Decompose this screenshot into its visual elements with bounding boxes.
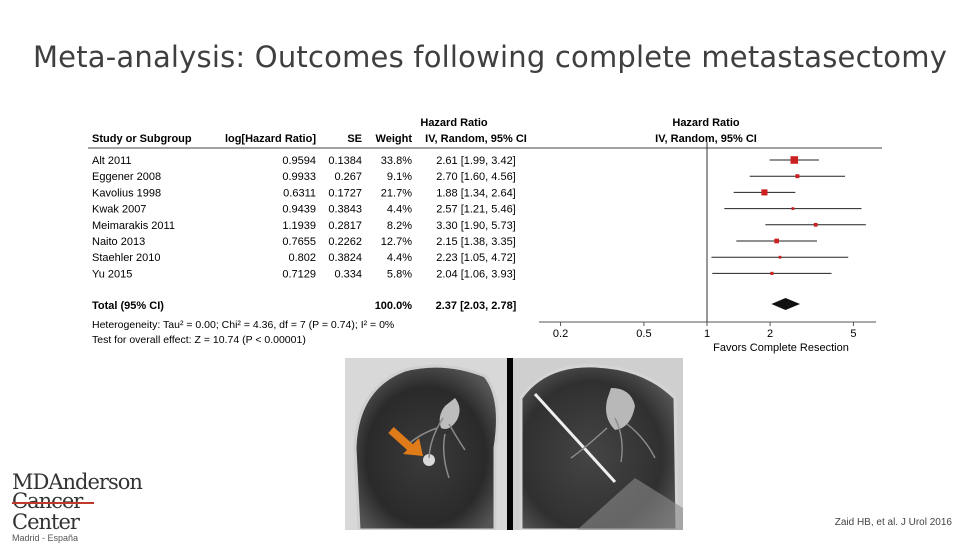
study-name: Meimarakis 2011 bbox=[92, 220, 175, 232]
md-anderson-logo: MDAnderson Cancer Center Madrid - España bbox=[12, 470, 152, 543]
study-name: Alt 2011 bbox=[92, 155, 132, 167]
axis-tick-label: 2 bbox=[767, 328, 773, 340]
study-ci: 2.23 [1.05, 4.72] bbox=[436, 252, 516, 264]
study-point bbox=[790, 156, 799, 164]
study-loghr: 0.9933 bbox=[282, 171, 316, 183]
citation: Zaid HB, et al. J Urol 2016 bbox=[834, 517, 952, 528]
study-se: 0.2262 bbox=[328, 236, 362, 248]
study-loghr: 0.7129 bbox=[282, 268, 316, 280]
pooled-diamond bbox=[771, 298, 801, 310]
study-weight: 8.2% bbox=[387, 220, 412, 232]
study-loghr: 0.802 bbox=[288, 252, 316, 264]
study-ci: 2.70 [1.60, 4.56] bbox=[436, 171, 516, 183]
study-ci: 2.04 [1.06, 3.93] bbox=[436, 268, 516, 280]
study-se: 0.3843 bbox=[328, 204, 362, 216]
study-rows: Alt 2011 0.9594 0.1384 33.8% 2.61 [1.99, 3.4… bbox=[92, 155, 516, 280]
arrow-icon bbox=[388, 427, 423, 456]
study-name: Staehler 2010 bbox=[92, 252, 161, 264]
total-weight: 100.0% bbox=[375, 300, 413, 312]
forest-header-hazard-ratio-left: Hazard Ratio bbox=[420, 117, 488, 129]
ct-scan-pair bbox=[345, 358, 683, 532]
study-point bbox=[791, 207, 795, 210]
col-weight: Weight bbox=[376, 133, 413, 145]
logo-line-2: Cancer Center bbox=[12, 489, 83, 534]
study-weight: 4.4% bbox=[387, 204, 412, 216]
total-label: Total (95% CI) bbox=[92, 300, 164, 312]
axis-tick-label: 0.5 bbox=[636, 328, 651, 340]
study-name: Kavolius 1998 bbox=[92, 187, 161, 199]
study-se: 0.3824 bbox=[328, 252, 362, 264]
axis-ticks: 0.2 0.5 1 2 5 bbox=[553, 322, 857, 340]
study-name: Eggener 2008 bbox=[92, 171, 161, 183]
study-weight: 5.8% bbox=[387, 268, 412, 280]
study-loghr: 1.1939 bbox=[282, 220, 316, 232]
study-point bbox=[795, 174, 800, 179]
study-loghr: 0.9439 bbox=[282, 204, 316, 216]
study-loghr: 0.9594 bbox=[282, 155, 316, 167]
logo-strike bbox=[12, 502, 94, 504]
study-weight: 12.7% bbox=[381, 236, 412, 248]
study-point bbox=[778, 255, 782, 259]
study-loghr: 0.7655 bbox=[282, 236, 316, 248]
axis-tick-label: 5 bbox=[850, 328, 856, 340]
study-name: Yu 2015 bbox=[92, 268, 132, 280]
logo-line-1: MDAnderson bbox=[12, 470, 143, 494]
study-se: 0.1384 bbox=[328, 155, 362, 167]
study-ci: 2.15 [1.38, 3.35] bbox=[436, 236, 516, 248]
x-axis-label: Favors Complete Resection bbox=[713, 342, 849, 354]
study-loghr: 0.6311 bbox=[283, 187, 316, 199]
study-weight: 9.1% bbox=[387, 171, 412, 183]
logo-subtitle: Madrid - España bbox=[12, 533, 79, 543]
col-study: Study or Subgroup bbox=[92, 133, 192, 145]
study-point bbox=[774, 238, 779, 244]
study-point bbox=[770, 271, 774, 275]
forest-plot: Hazard Ratio Hazard Ratio Study or Subgr… bbox=[88, 117, 882, 354]
study-se: 0.267 bbox=[334, 171, 362, 183]
col-se: SE bbox=[347, 133, 362, 145]
overall-effect-text: Test for overall effect: Z = 10.74 (P < … bbox=[92, 334, 306, 346]
forest-header-hazard-ratio-right: Hazard Ratio bbox=[672, 117, 740, 129]
study-se: 0.334 bbox=[334, 268, 362, 280]
ct-images bbox=[345, 358, 683, 532]
study-point bbox=[813, 222, 818, 227]
axis-tick-label: 1 bbox=[704, 328, 710, 340]
study-name: Naito 2013 bbox=[92, 236, 145, 248]
total-ci: 2.37 [2.03, 2.78] bbox=[436, 300, 517, 312]
study-weight: 21.7% bbox=[381, 187, 412, 199]
study-se: 0.2817 bbox=[328, 220, 362, 232]
ct-scan-left bbox=[345, 358, 507, 532]
study-name: Kwak 2007 bbox=[92, 204, 146, 216]
plot-marks bbox=[706, 142, 866, 322]
study-ci: 2.57 [1.21, 5.46] bbox=[436, 204, 516, 216]
study-point bbox=[761, 189, 768, 196]
study-se: 0.1727 bbox=[328, 187, 362, 199]
study-weight: 33.8% bbox=[381, 155, 412, 167]
study-ci: 3.30 [1.90, 5.73] bbox=[436, 220, 516, 232]
col-ci: IV, Random, 95% CI bbox=[425, 133, 527, 145]
study-weight: 4.4% bbox=[387, 252, 412, 264]
col-loghr: log[Hazard Ratio] bbox=[225, 133, 316, 145]
axis-tick-label: 0.2 bbox=[553, 328, 568, 340]
study-ci: 1.88 [1.34, 2.64] bbox=[436, 187, 516, 199]
col-ci-right: IV, Random, 95% CI bbox=[655, 133, 757, 145]
ct-scan-right bbox=[513, 358, 683, 532]
heterogeneity-text: Heterogeneity: Tau² = 0.00; Chi² = 4.36,… bbox=[92, 319, 394, 331]
slide-title: Meta-analysis: Outcomes following comple… bbox=[32, 40, 948, 74]
study-ci: 2.61 [1.99, 3.42] bbox=[436, 155, 516, 167]
